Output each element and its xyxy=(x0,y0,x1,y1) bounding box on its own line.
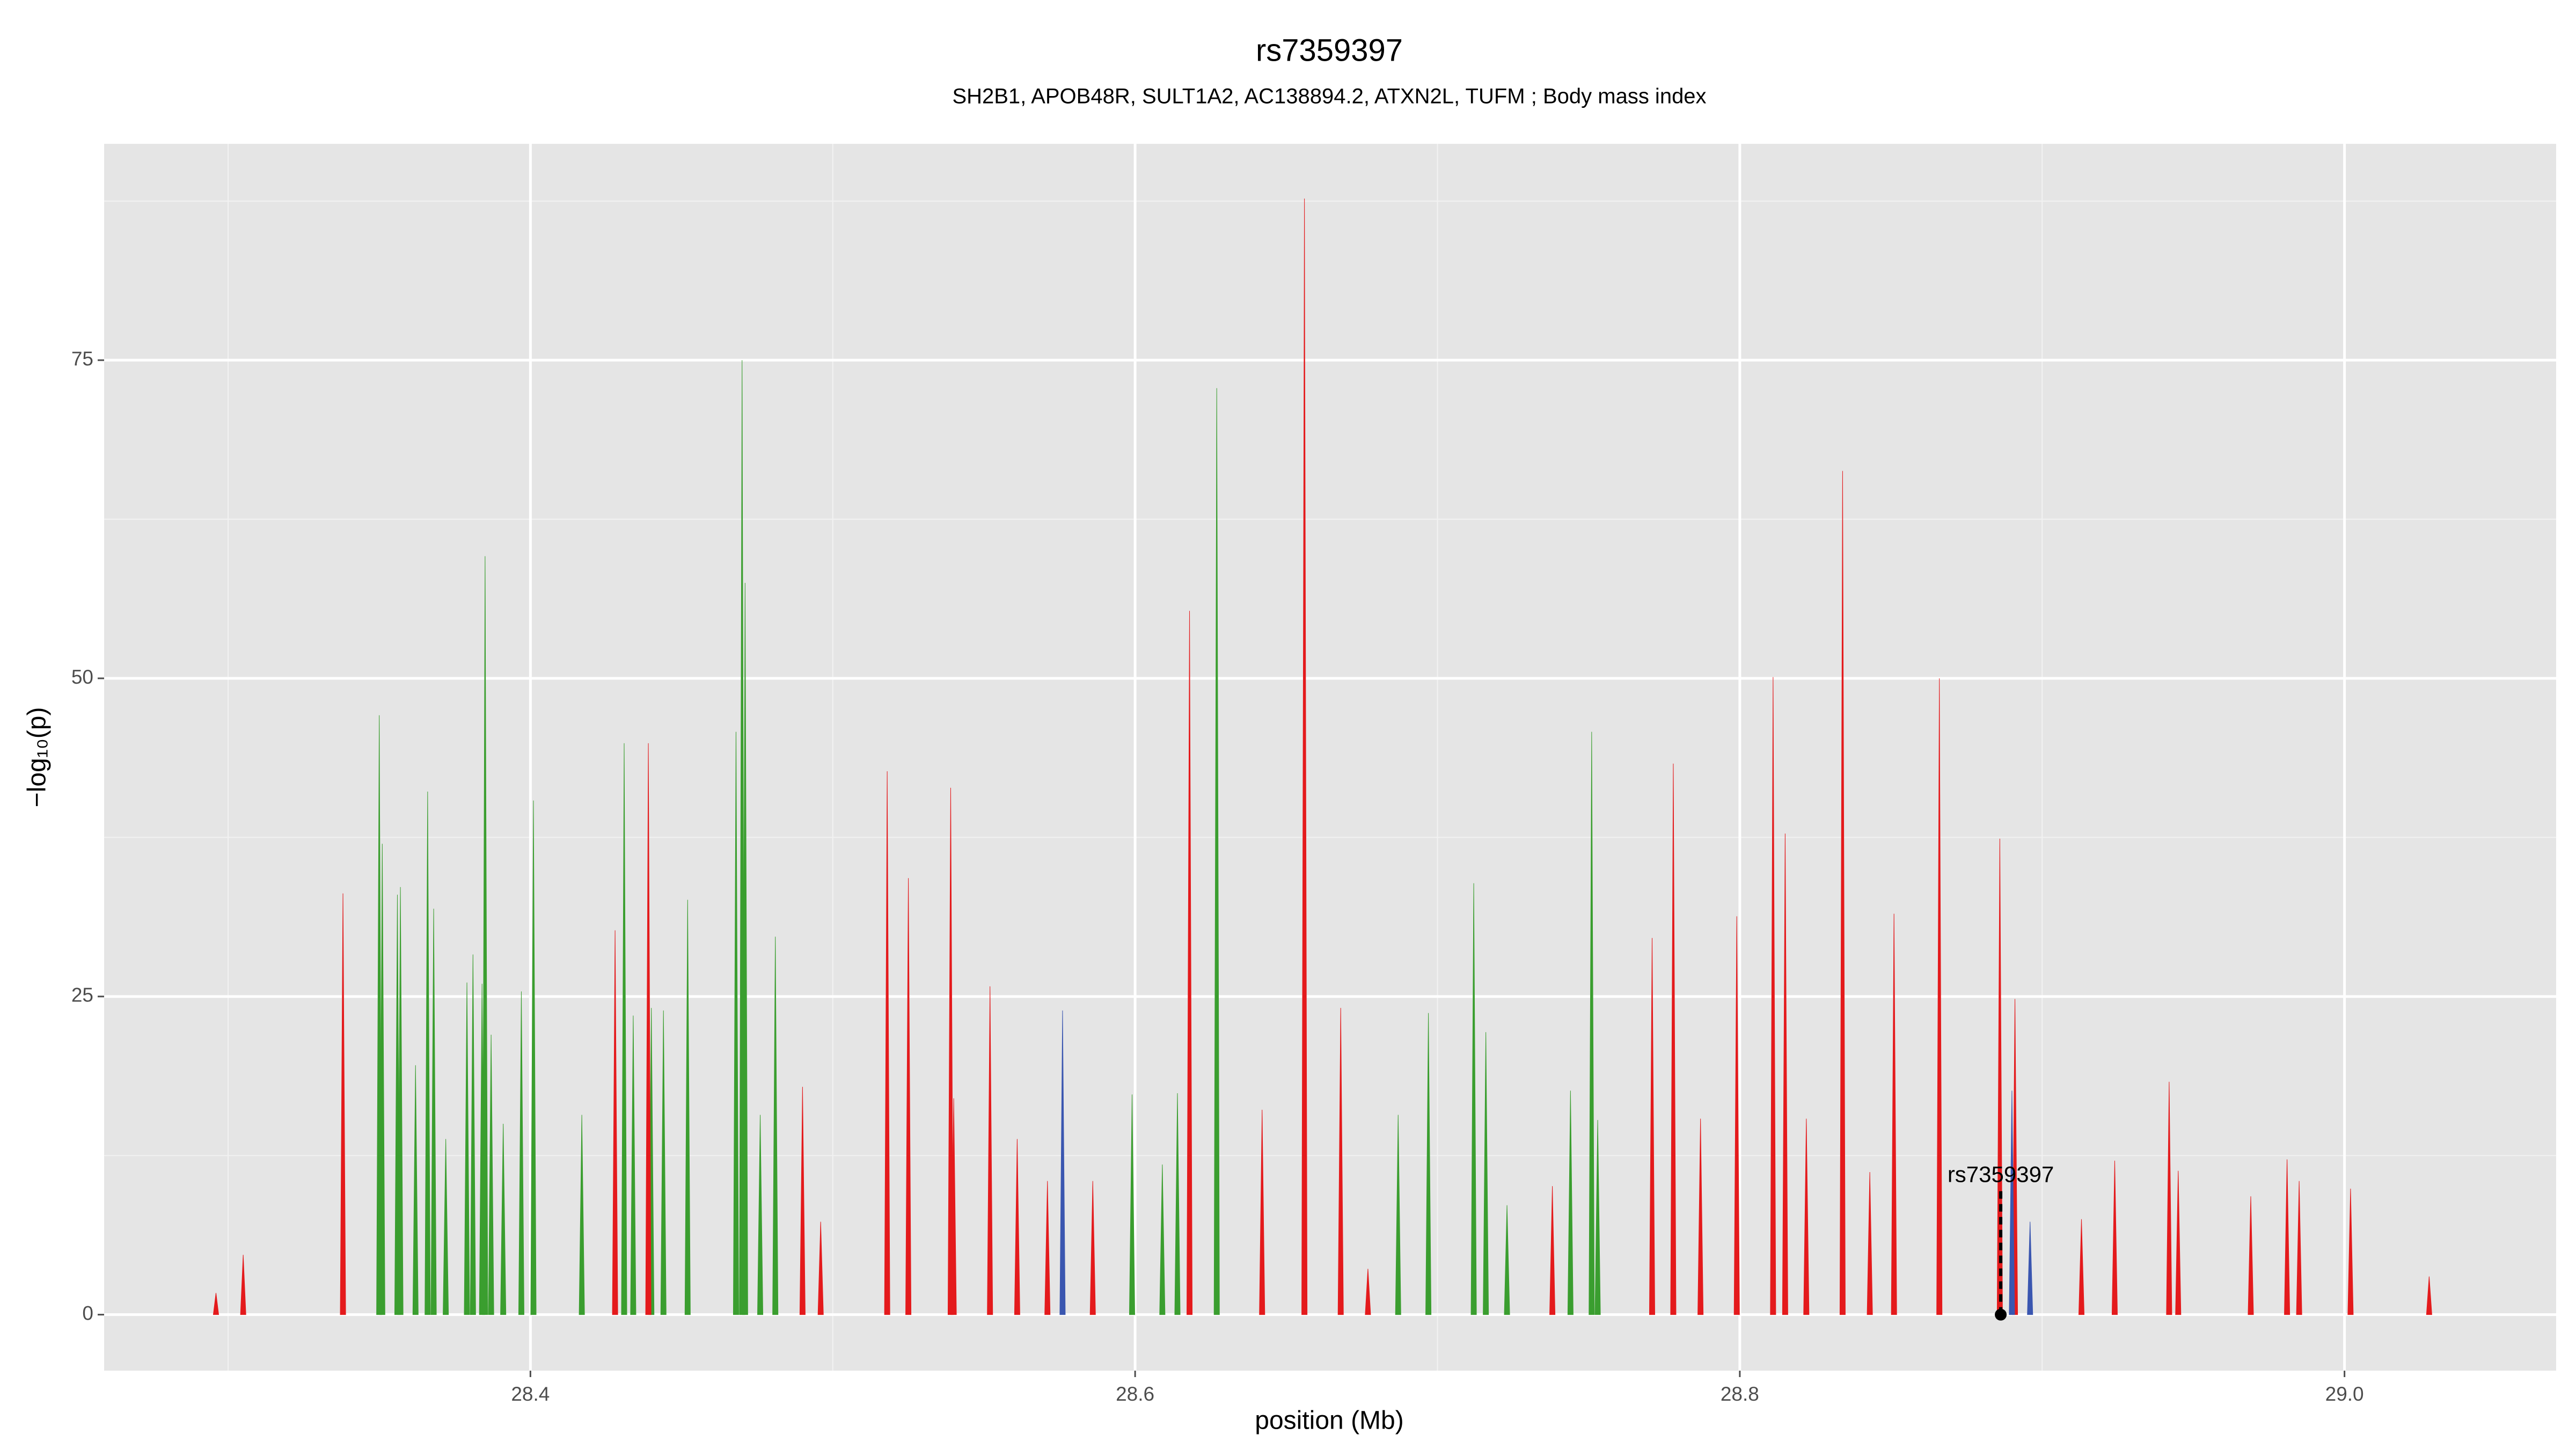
chart-title: rs7359397 xyxy=(1256,33,1403,68)
spike xyxy=(530,800,537,1315)
spike xyxy=(1891,913,1897,1315)
panel xyxy=(104,144,2556,1371)
spike xyxy=(1337,1008,1344,1315)
spike xyxy=(733,731,739,1315)
x-tick-label: 28.8 xyxy=(1721,1383,1759,1405)
spike xyxy=(482,556,488,1315)
x-tick-label: 29.0 xyxy=(2325,1383,2364,1405)
spike xyxy=(1649,938,1656,1315)
spike xyxy=(2175,1170,2182,1315)
spike xyxy=(1782,833,1788,1315)
spike xyxy=(757,1115,764,1315)
spike xyxy=(645,743,652,1315)
spike xyxy=(1504,1205,1510,1315)
spike xyxy=(1567,1091,1574,1315)
grid xyxy=(104,144,2556,1371)
spike xyxy=(987,986,993,1315)
spike xyxy=(1425,1013,1432,1315)
spike xyxy=(379,844,385,1315)
spike xyxy=(1483,1032,1489,1315)
spike xyxy=(1936,678,1943,1315)
spike xyxy=(2347,1188,2354,1315)
spike xyxy=(443,1139,449,1315)
spike xyxy=(1839,471,1846,1315)
spike xyxy=(1549,1186,1556,1315)
spike xyxy=(1589,731,1595,1315)
spike xyxy=(772,936,779,1315)
spike xyxy=(2426,1276,2432,1315)
annotation-label: rs7359397 xyxy=(1948,1161,2054,1187)
y-tick-label: 50 xyxy=(71,666,93,688)
spike xyxy=(2111,1160,2118,1315)
spike xyxy=(1670,763,1677,1315)
spike xyxy=(430,909,437,1315)
x-axis-label: position (Mb) xyxy=(1255,1407,1403,1435)
spike xyxy=(518,991,524,1315)
x-tick-label: 28.6 xyxy=(1116,1383,1154,1405)
spike xyxy=(1697,1118,1704,1315)
spike xyxy=(340,893,346,1315)
spike xyxy=(660,1010,667,1315)
spike xyxy=(2078,1219,2085,1315)
y-tick-label: 0 xyxy=(82,1302,93,1324)
spike xyxy=(425,792,431,1315)
spike xyxy=(1594,1119,1601,1315)
spike xyxy=(1867,1172,1873,1315)
spike xyxy=(1059,1010,1066,1315)
spike xyxy=(1733,916,1740,1315)
spike xyxy=(488,1034,494,1315)
spike xyxy=(799,1087,806,1315)
spike xyxy=(464,982,470,1315)
spike xyxy=(2027,1221,2033,1315)
x-tick-label: 28.4 xyxy=(511,1383,550,1405)
spike xyxy=(1089,1181,1096,1315)
annotation-point xyxy=(1995,1308,2007,1321)
chart-subtitle: SH2B1, APOB48R, SULT1A2, AC138894.2, ATX… xyxy=(952,85,1706,108)
spike xyxy=(412,1065,419,1315)
spike xyxy=(1395,1115,1401,1315)
spike xyxy=(2009,1091,2015,1315)
spike xyxy=(213,1293,219,1315)
spike xyxy=(2296,1181,2302,1315)
spike xyxy=(1044,1181,1051,1315)
spike xyxy=(1014,1139,1020,1315)
spike xyxy=(1470,883,1477,1315)
spike xyxy=(397,887,404,1315)
spike xyxy=(2166,1081,2172,1315)
spike xyxy=(905,878,912,1315)
spike xyxy=(1365,1269,1371,1315)
y-axis-label: −log₁₀(p) xyxy=(23,707,52,808)
spike xyxy=(950,1098,957,1315)
spike xyxy=(947,787,954,1315)
marks xyxy=(213,198,2432,1315)
spike xyxy=(1301,198,1308,1315)
y-tick-label: 25 xyxy=(71,984,93,1006)
spike xyxy=(1129,1094,1135,1315)
spike xyxy=(500,1123,507,1315)
spike xyxy=(630,1015,636,1315)
spike xyxy=(1174,1093,1181,1315)
spike xyxy=(684,899,691,1315)
spike xyxy=(884,771,890,1315)
spike xyxy=(2284,1159,2290,1315)
spike xyxy=(240,1255,246,1315)
spike xyxy=(2248,1196,2254,1315)
spike xyxy=(470,954,476,1315)
spike xyxy=(1159,1164,1166,1315)
spike xyxy=(621,743,627,1315)
y-tick-label: 75 xyxy=(71,348,93,370)
spike xyxy=(612,930,618,1315)
spike xyxy=(742,583,748,1315)
spike xyxy=(1803,1118,1810,1315)
spike xyxy=(1213,388,1220,1315)
spike xyxy=(1770,677,1776,1315)
spike xyxy=(817,1221,824,1315)
spike xyxy=(579,1115,585,1315)
spike xyxy=(1187,611,1193,1315)
spike xyxy=(1259,1109,1265,1315)
